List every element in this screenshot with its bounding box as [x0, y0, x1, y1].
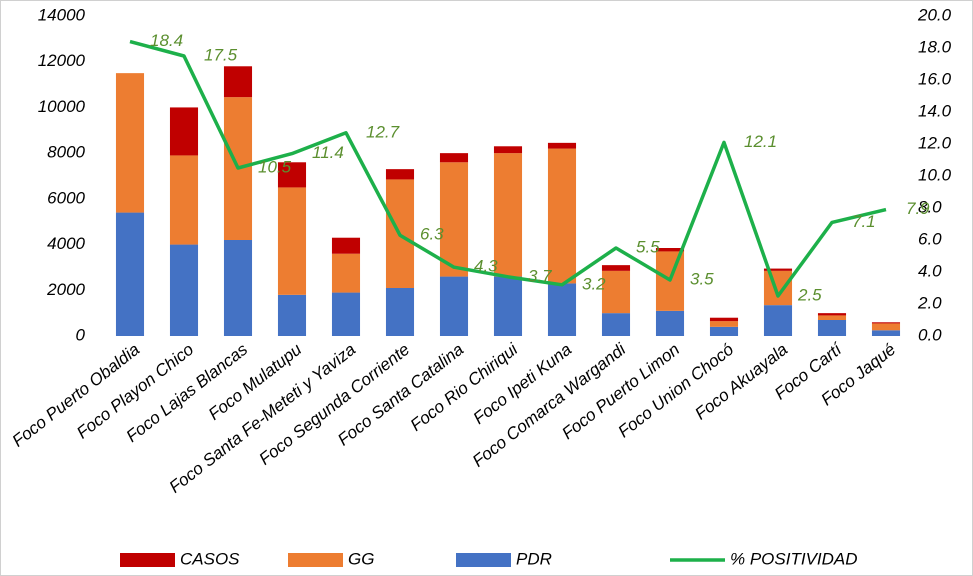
bar-segment: [331, 253, 361, 293]
data-label: 7.9: [906, 199, 930, 218]
y2-tick-label: 2.0: [917, 293, 942, 312]
bar-segment: [547, 148, 577, 284]
bar-segment: [817, 320, 847, 336]
y2-tick-label: 18.0: [918, 37, 952, 56]
legend-label: % POSITIVIDAD: [730, 549, 858, 568]
bar-segment: [709, 321, 739, 327]
bar-segment: [223, 66, 253, 98]
bar-segment: [871, 322, 901, 324]
data-label: 7.1: [852, 212, 876, 231]
bar-segment: [493, 146, 523, 154]
legend-swatch: [288, 553, 343, 567]
y2-tick-label: 4.0: [918, 261, 942, 280]
y-tick-label: 2000: [46, 280, 85, 299]
y-tick-label: 4000: [47, 234, 85, 253]
data-label: 12.1: [744, 132, 777, 151]
bar-segment: [601, 313, 631, 336]
bar-segment: [817, 315, 847, 320]
bar-segment: [709, 317, 739, 322]
bar-segment: [763, 270, 793, 306]
bar-segment: [817, 313, 847, 316]
y-tick-label: 0: [76, 325, 86, 344]
bar-segment: [709, 326, 739, 336]
bar-segment: [277, 294, 307, 336]
bar-segment: [763, 305, 793, 336]
bar-segment: [439, 162, 469, 277]
bar-segment: [655, 248, 685, 252]
y-tick-label: 6000: [47, 188, 85, 207]
y2-tick-label: 20.0: [917, 5, 952, 24]
y2-tick-label: 16.0: [918, 69, 952, 88]
bar-segment: [277, 187, 307, 295]
y2-tick-label: 8.0: [918, 197, 942, 216]
bar-segment: [277, 162, 307, 188]
line: [129, 39, 887, 298]
y2-tick-label: 0.0: [918, 325, 942, 344]
y-tick-label: 12000: [38, 51, 86, 70]
bar-segment: [223, 240, 253, 336]
y2-tick-label: 10.0: [918, 165, 952, 184]
data-label: 12.7: [366, 122, 400, 141]
data-label: 10.5: [258, 157, 292, 176]
legend-swatch: [456, 553, 511, 567]
y-tick-label: 14000: [38, 5, 86, 24]
data-label: 5.5: [636, 237, 660, 256]
data-label: 6.3: [420, 225, 444, 244]
y-tick-label: 10000: [38, 97, 86, 116]
bar-segment: [169, 244, 199, 336]
bar-segment: [115, 73, 145, 213]
bar-segment: [439, 153, 469, 163]
bar-segment: [331, 237, 361, 254]
data-label: 3.2: [582, 274, 606, 293]
y2-tick-label: 14.0: [918, 101, 952, 120]
bar-segment: [763, 268, 793, 271]
bar-segment: [655, 310, 685, 336]
data-label: 3.5: [690, 269, 714, 288]
bar-segment: [115, 212, 145, 336]
bar-segment: [871, 323, 901, 331]
bar-segment: [493, 276, 523, 336]
bar-segment: [871, 330, 901, 336]
legend-label: PDR: [516, 549, 552, 568]
legend-label: GG: [348, 549, 374, 568]
data-label: 3.7: [528, 266, 552, 285]
bar-segment: [601, 265, 631, 271]
data-label: 18.4: [150, 31, 183, 50]
y2-tick-label: 12.0: [918, 133, 952, 152]
y-tick-label: 8000: [47, 143, 85, 162]
bar-segment: [439, 276, 469, 336]
bar-segment: [493, 153, 523, 277]
data-label: 2.5: [797, 285, 822, 304]
x-tick-label: Foco Akuayala: [691, 340, 791, 424]
legend-label: CASOS: [180, 549, 240, 568]
data-label: 11.4: [312, 143, 344, 162]
bar-segment: [601, 270, 631, 314]
data-label: 17.5: [204, 45, 238, 64]
bar-segment: [385, 169, 415, 180]
bar-segment: [547, 283, 577, 336]
data-label: 4.3: [474, 257, 498, 276]
bar-segment: [547, 142, 577, 149]
legend-swatch: [120, 553, 175, 567]
y2-tick-label: 6.0: [918, 229, 942, 248]
bar-segment: [385, 288, 415, 336]
bar-segment: [169, 155, 199, 245]
bar-segment: [331, 292, 361, 336]
bar-segment: [169, 107, 199, 156]
